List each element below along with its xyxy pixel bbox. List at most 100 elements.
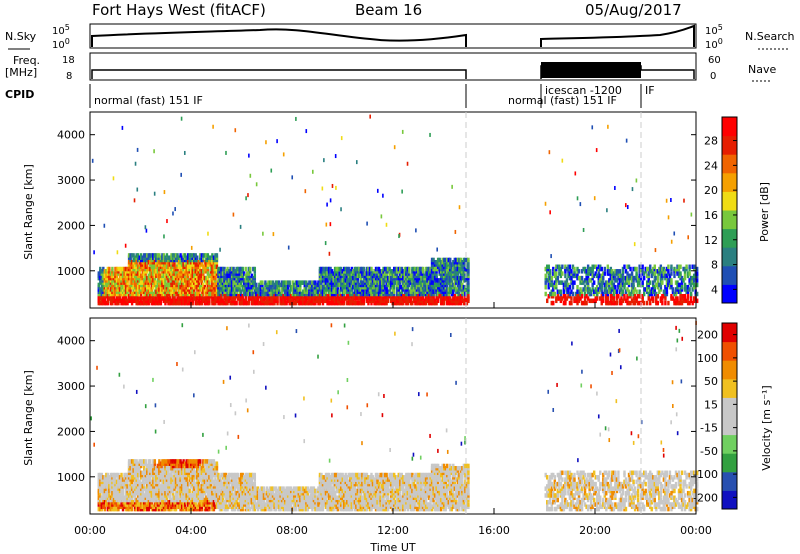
heatmap-cell (446, 278, 449, 283)
heatmap-cell (276, 300, 279, 306)
heatmap-cell (335, 269, 338, 274)
heatmap-cell (662, 294, 666, 299)
heatmap-cell (462, 300, 466, 306)
heatmap-cell (403, 282, 407, 288)
heatmap-cell (449, 284, 452, 290)
heatmap-cell (155, 468, 158, 473)
heatmap-cell (182, 273, 185, 279)
heatmap-cell (244, 291, 247, 297)
heatmap-cell (159, 495, 163, 500)
nave-top-tick: 60 (708, 55, 721, 66)
heatmap-cell (373, 269, 376, 274)
heatmap-cell (612, 300, 616, 306)
heatmap-cell (596, 294, 599, 299)
heatmap-cell (239, 271, 243, 276)
heatmap-cell (382, 284, 385, 290)
heatmap-cell (206, 271, 210, 276)
heatmap-cell (370, 294, 373, 299)
heatmap-cell (323, 269, 326, 274)
heatmap-speck (406, 161, 409, 166)
heatmap-cell (147, 280, 150, 285)
heatmap-cell (568, 294, 572, 299)
heatmap-cell (547, 278, 550, 283)
heatmap-cell (162, 257, 166, 263)
heatmap-cell (318, 266, 322, 272)
heatmap-cell (291, 289, 294, 294)
heatmap-cell (150, 463, 153, 469)
heatmap-cell (268, 289, 272, 294)
heatmap-cell (139, 497, 143, 503)
heatmap-cell (286, 282, 290, 288)
heatmap-cell (555, 298, 558, 304)
heatmap-cell (430, 262, 434, 267)
heatmap-cell (629, 300, 632, 306)
heatmap-cell (136, 253, 140, 258)
heatmap-cell (152, 488, 155, 494)
heatmap-cell (580, 289, 584, 294)
heatmap-cell (436, 259, 440, 265)
heatmap-cell (438, 287, 441, 292)
heatmap-cell (442, 271, 446, 276)
heatmap-cell (570, 278, 573, 283)
heatmap-cell (288, 296, 291, 301)
heatmap-cell (232, 289, 235, 294)
heatmap-cell (164, 497, 167, 503)
heatmap-cell (252, 298, 255, 304)
heatmap-cell (420, 291, 423, 297)
heatmap-cell (606, 298, 610, 304)
heatmap-cell (433, 275, 437, 281)
heatmap-cell (615, 294, 619, 299)
heatmap-cell (167, 271, 170, 276)
heatmap-cell (599, 278, 602, 283)
heatmap-cell (146, 298, 149, 304)
heatmap-cell (459, 300, 463, 306)
heatmap-cell (143, 472, 146, 478)
heatmap-cell (100, 481, 104, 487)
heatmap-cell (246, 275, 249, 281)
heatmap-cell (664, 291, 667, 297)
heatmap-cell (383, 273, 387, 279)
heatmap-cell (112, 477, 116, 482)
heatmap-cell (135, 280, 138, 285)
heatmap-speck (325, 222, 328, 227)
heatmap-cell (211, 287, 214, 292)
heatmap-cell (161, 459, 164, 464)
heatmap-cell (438, 289, 441, 294)
heatmap-cell (177, 273, 181, 279)
heatmap-cell (155, 479, 158, 485)
heatmap-cell (288, 300, 291, 306)
heatmap-cell (318, 300, 322, 306)
heatmap-cell (667, 269, 670, 274)
heatmap-cell (161, 490, 164, 496)
heatmap-cell (217, 294, 220, 299)
heatmap-cell (320, 291, 323, 297)
heatmap-cell (582, 287, 585, 292)
heatmap-cell (620, 282, 623, 288)
heatmap-cell (418, 266, 422, 272)
heatmap-cell (143, 486, 146, 491)
heatmap-cell (417, 280, 420, 285)
heatmap-cell (229, 266, 232, 272)
heatmap-cell (121, 484, 125, 489)
heatmap-cell (359, 298, 363, 304)
heatmap-cell (624, 298, 628, 304)
heatmap-cell (226, 287, 229, 292)
heatmap-cell (215, 284, 219, 290)
heatmap-cell (373, 282, 376, 288)
heatmap-cell (103, 294, 107, 299)
heatmap-cell (552, 266, 555, 272)
heatmap-cell (561, 264, 564, 270)
heatmap-cell (435, 278, 438, 283)
heatmap-cell (209, 262, 213, 267)
heatmap-cell (676, 266, 679, 272)
heatmap-cell (586, 275, 590, 281)
heatmap-cell (144, 255, 147, 260)
heatmap-cell (102, 278, 105, 283)
heatmap-cell (420, 284, 423, 290)
heatmap-cell (252, 291, 255, 297)
heatmap-speck (103, 223, 106, 228)
heatmap-cell (623, 296, 626, 301)
heatmap-cell (573, 266, 576, 272)
heatmap-cell (393, 273, 396, 279)
heatmap-cell (235, 282, 238, 288)
